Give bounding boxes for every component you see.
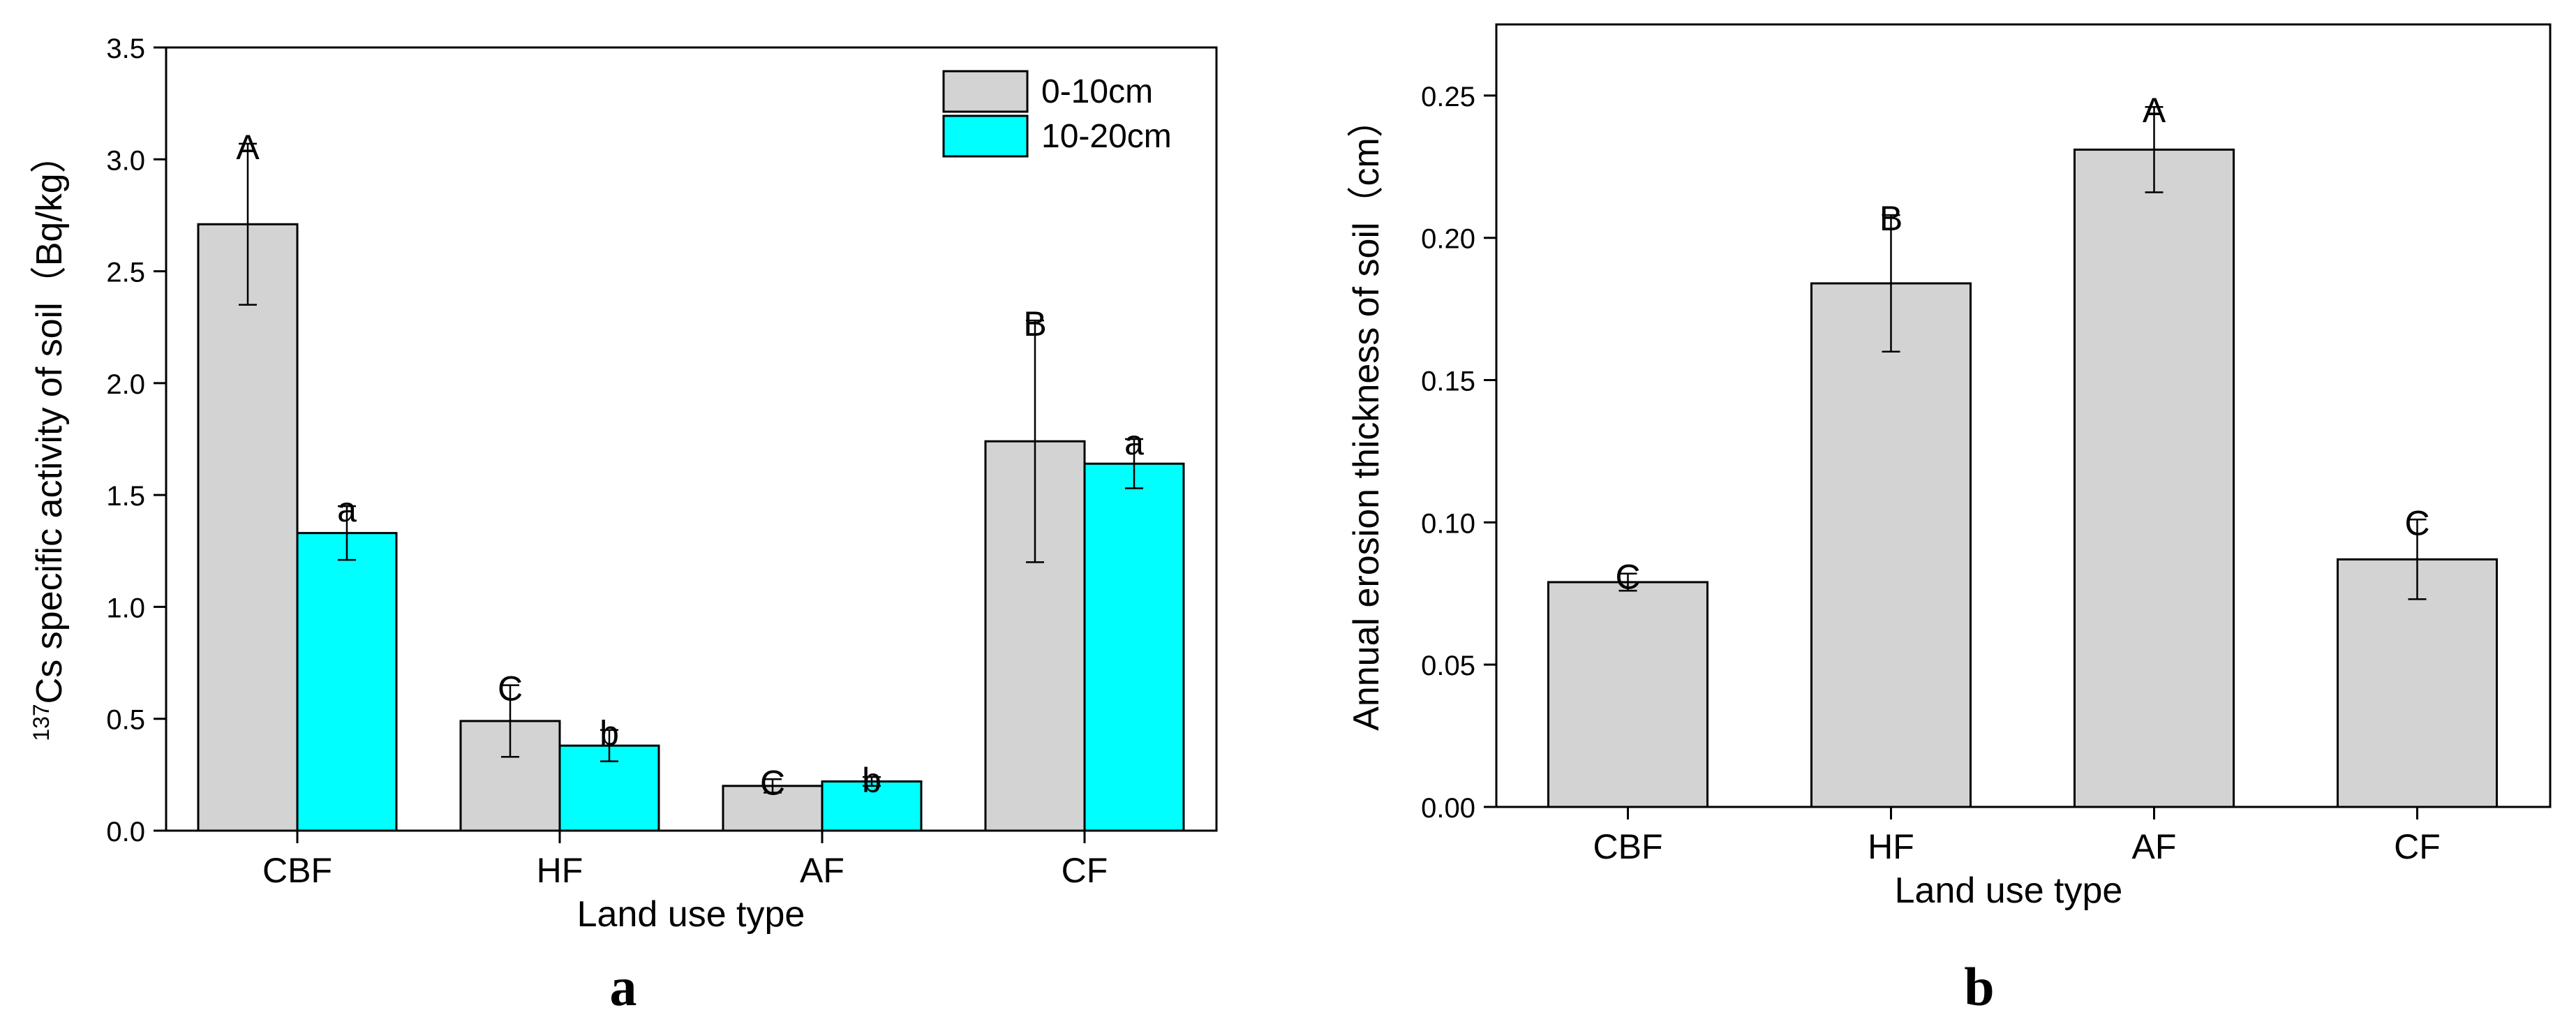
letter-af-series-1: C	[760, 763, 785, 802]
y-tick-label-3-0: 3.0	[106, 145, 145, 176]
chart-b-y-ticks: 0.00 0.05 0.10 0.15 0.20 0.25	[1421, 82, 1496, 824]
bar-af-series-2	[821, 780, 923, 832]
chart-a-plot-frame	[165, 46, 1218, 832]
x-tick-label-cbf: CBF	[1593, 827, 1663, 866]
chart-b-bars	[1547, 148, 2498, 808]
bar-cf-series-2	[1083, 462, 1185, 832]
letter-cbf-series-2: a	[337, 490, 357, 529]
chart-a-y-axis-label: 137Cs specific activity of soil（Bq/kg）	[29, 137, 70, 741]
letter-cbf-series-1: C	[1615, 558, 1640, 597]
y-tick-label-1-0: 1.0	[106, 593, 145, 623]
chart-a-bars	[197, 223, 1185, 832]
legend-label-0-10cm: 0-10cm	[1041, 73, 1153, 110]
letter-hf-series-1: C	[498, 669, 523, 709]
y-tick-label-2-5: 2.5	[106, 258, 145, 288]
x-tick-label-hf: HF	[537, 851, 583, 890]
y-tick-label-0-15: 0.15	[1421, 366, 1475, 397]
letter-cf-series-1: C	[2404, 503, 2429, 542]
bar-hf-series-1	[1810, 282, 1972, 808]
x-tick-label-af: AF	[2132, 827, 2177, 866]
chart-b-y-axis-label: Annual erosion thickness of soil（cm）	[1346, 101, 1387, 731]
chart-a-legend: 0-10cm 10-20cm	[942, 70, 1172, 158]
x-tick-label-hf: HF	[1868, 827, 1914, 866]
chart-a-y-ticks: 0.0 0.5 1.0 1.5 2.0 2.5 3.0 3.5	[106, 34, 166, 847]
chart-a-panel-label: a	[610, 956, 637, 1017]
y-tick-label-0-25: 0.25	[1421, 82, 1475, 112]
bar-cbf-series-1	[197, 223, 299, 832]
y-tick-label-0-5: 0.5	[106, 705, 145, 736]
chart-a-y-axis-label-superscript: 137	[29, 704, 54, 741]
y-tick-label-0-0: 0.0	[106, 817, 145, 847]
x-tick-label-cbf: CBF	[262, 851, 332, 890]
y-tick-label-0-10: 0.10	[1421, 508, 1475, 539]
chart-a-significance-letters: A C C Ba b b a	[236, 128, 1144, 802]
letter-af-series-1: A	[2143, 91, 2166, 130]
y-tick-label-0-05: 0.05	[1421, 651, 1475, 681]
chart-a-x-axis-label: Land use type	[577, 894, 805, 935]
letter-cf-series-1: B	[1023, 304, 1046, 343]
chart-b-x-ticks: CBF HF AF CF	[1593, 807, 2441, 866]
x-tick-label-af: AF	[800, 851, 844, 890]
x-tick-label-cf: CF	[1062, 851, 1108, 890]
letter-hf-series-1: B	[1879, 199, 1903, 238]
y-tick-label-2-0: 2.0	[106, 369, 145, 400]
bar-af-series-1	[2074, 148, 2235, 808]
bar-cbf-series-1	[1547, 581, 1708, 808]
bar-cf-series-1	[2337, 558, 2498, 808]
x-tick-label-cf: CF	[2394, 827, 2441, 866]
y-tick-label-1-5: 1.5	[106, 481, 145, 512]
legend-swatch-0-10cm	[942, 70, 1029, 113]
chart-b-plot-frame	[1495, 23, 2552, 808]
chart-a-error-bars	[239, 142, 1143, 794]
y-tick-label-3-5: 3.5	[106, 34, 145, 64]
chart-a: A C C Ba b b a 0.0 0.5 1.0 1.5 2.0 2.5 3.0 3.5 CBF HF A…	[29, 34, 1218, 1017]
y-tick-label-0-20: 0.20	[1421, 224, 1475, 255]
legend-swatch-10-20cm	[942, 114, 1029, 158]
chart-b-error-bars	[1618, 105, 2427, 600]
letter-af-series-2: b	[862, 761, 881, 800]
bar-cbf-series-2	[296, 532, 398, 832]
chart-a-x-ticks: CBF HF AF CF	[262, 831, 1108, 890]
y-tick-label-0-00: 0.00	[1421, 793, 1475, 824]
chart-b-panel-label: b	[1964, 956, 1994, 1017]
letter-cf-series-2: a	[1124, 423, 1144, 462]
chart-a-y-axis-label-text: Cs specific activity of soil（Bq/kg）	[29, 137, 70, 704]
chart-b-x-axis-label: Land use type	[1895, 870, 2123, 911]
letter-cbf-series-1: A	[236, 128, 260, 167]
chart-b-significance-letters: C B A C	[1615, 91, 2429, 597]
legend-label-10-20cm: 10-20cm	[1041, 118, 1172, 155]
letter-hf-series-2: b	[600, 714, 619, 753]
